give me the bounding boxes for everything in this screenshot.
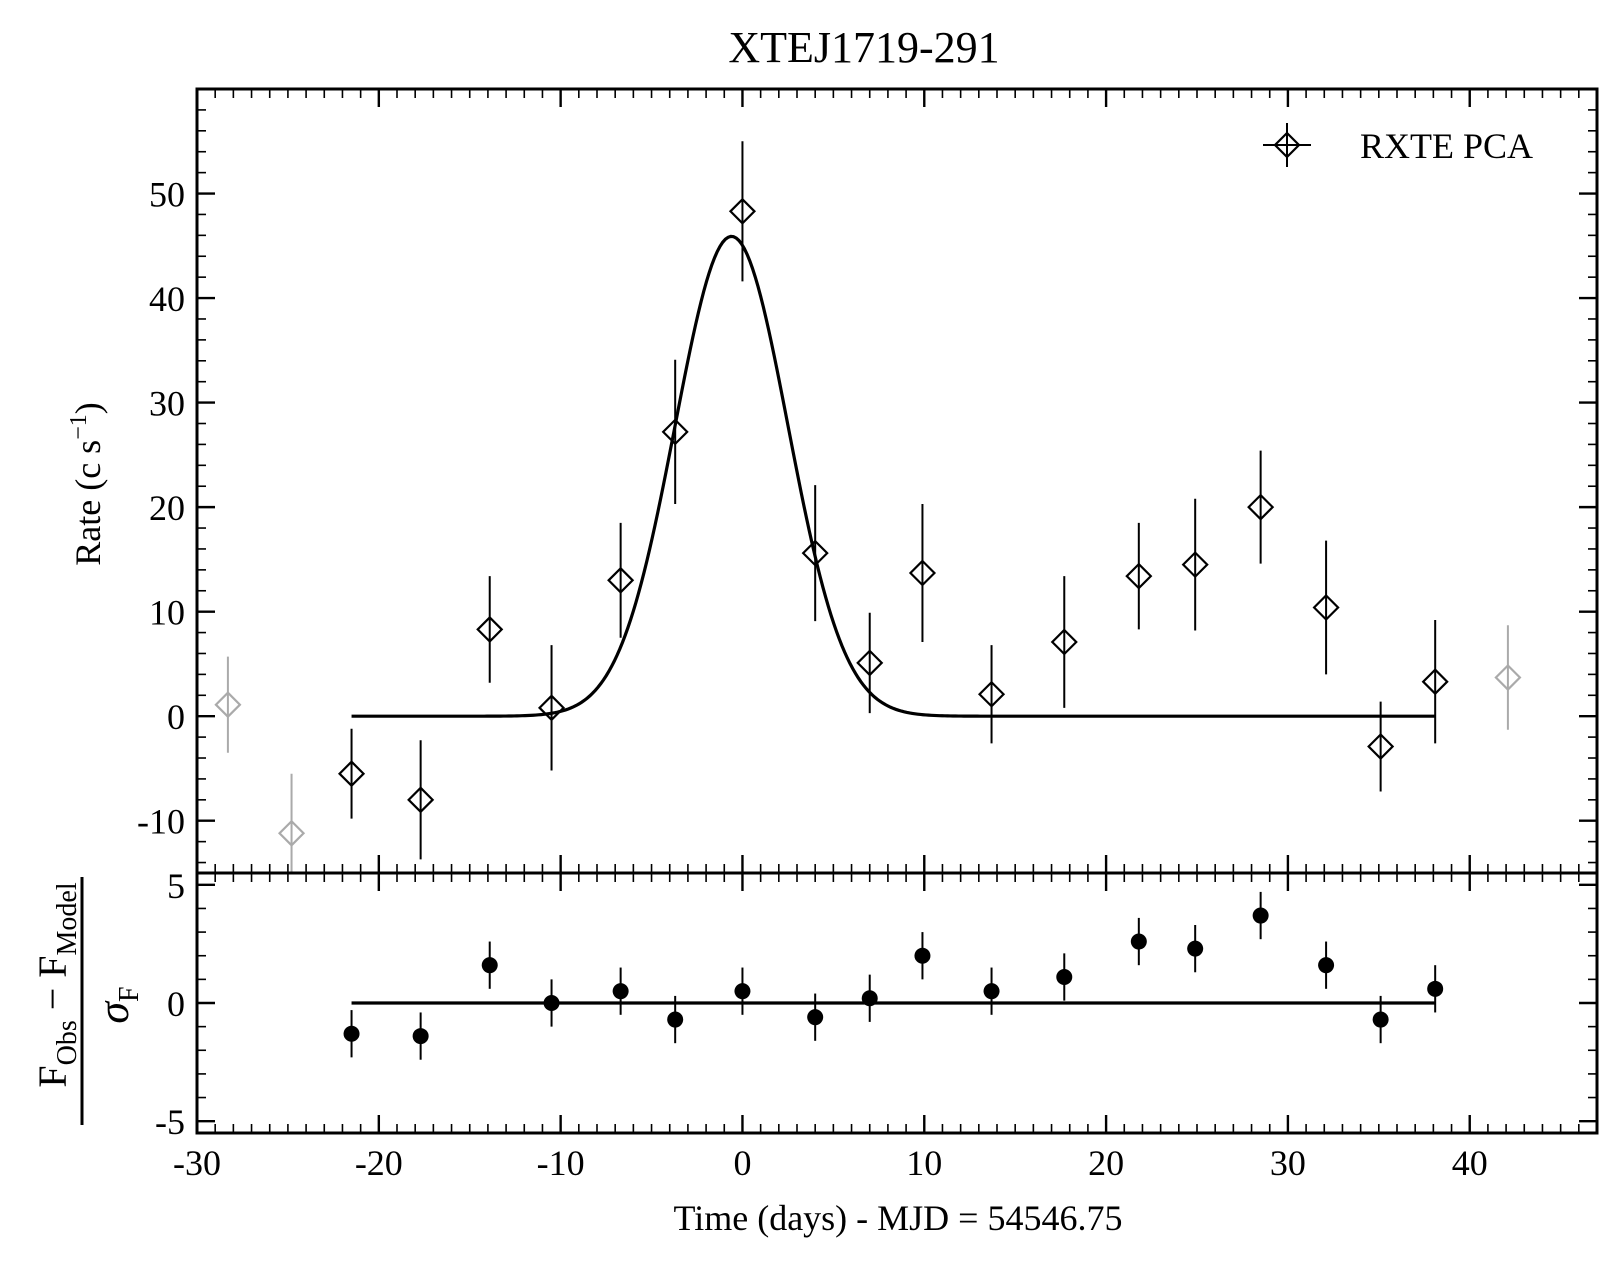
residual-point [1427,980,1444,997]
data-point [1181,551,1209,579]
x-axis-label: Time (days) - MJD = 54546.75 [674,1198,1123,1238]
legend-marker [1273,131,1301,159]
residual-panel: -5 0 5 -30 -20 -10 0 10 20 30 40 [155,866,1599,1183]
data-point [407,786,435,814]
residual-point [914,947,931,964]
top-panel: -10 0 10 20 30 40 50 RXTE PCA [137,87,1599,875]
x-tick-label: 10 [906,1143,942,1183]
residual-point [481,957,498,974]
x-tick-label: -30 [173,1143,221,1183]
model-curve [351,234,1436,718]
residual-point [667,1011,684,1028]
x-tick-label: 20 [1088,1143,1124,1183]
data-point [728,197,757,225]
residual-point [1318,957,1335,974]
top-frame [195,87,1599,875]
top-y-tick-label: 10 [149,593,185,633]
residual-point [412,1028,429,1045]
residual-label-numerator: FObs − FModel [30,882,83,1088]
top-y-tick-label: 40 [149,279,185,319]
x-tick-label: 30 [1270,1143,1306,1183]
data-point [977,680,1006,708]
data-point [337,760,366,788]
top-y-tick-label: 0 [167,697,185,737]
data-point [1367,732,1395,761]
data-point [856,649,884,677]
data-point [801,539,829,567]
residual-point [343,1025,360,1042]
x-tick-label: 0 [733,1143,751,1183]
residual-point [612,983,629,1000]
legend-label: RXTE PCA [1360,126,1533,166]
data-point [607,566,635,594]
residual-point [983,983,1000,1000]
y-axis-label-main: Rate (c s [68,440,108,566]
y-axis-label: Rate (c s−1) [66,402,108,566]
residual-point [861,990,878,1007]
top-y-tick-label: 20 [149,488,185,528]
residual-point [1130,933,1147,950]
residual-label-denominator: σF [89,986,145,1023]
top-y-tick-label: 30 [149,384,185,424]
data-point [661,418,689,446]
excluded-data-point [214,691,242,719]
residual-point [1187,940,1204,957]
residual-point [807,1009,824,1026]
residual-point [1252,907,1269,924]
residual-point [734,983,751,1000]
x-tick-label: 40 [1452,1143,1488,1183]
data-point [1247,493,1275,521]
excluded-data-point [1494,663,1522,692]
data-point [537,694,566,722]
data-point [908,559,937,587]
data-point [476,615,504,643]
x-tick-label: -20 [355,1143,403,1183]
x-tick-label: -10 [537,1143,585,1183]
data-point [1421,668,1449,696]
y-axis-label-close: ) [68,402,108,414]
top-y-tick-label: -10 [137,802,185,842]
residual-point [1372,1011,1389,1028]
data-point [1312,593,1340,622]
residual-y-tick-label: 0 [167,984,185,1024]
residual-point [1056,969,1073,985]
top-y-tick-label: 50 [149,175,185,215]
residual-y-tick-label: -5 [155,1102,185,1142]
residual-y-tick-label: 5 [167,866,185,906]
data-point [1050,628,1078,656]
data-point [1125,562,1153,590]
residual-point [543,995,560,1011]
excluded-data-point [277,819,306,847]
chart-title: XTEJ1719-291 [728,23,999,72]
y-axis-label-exponent: −1 [66,414,92,440]
residual-axis-label: FObs − FModel σF [30,877,145,1125]
